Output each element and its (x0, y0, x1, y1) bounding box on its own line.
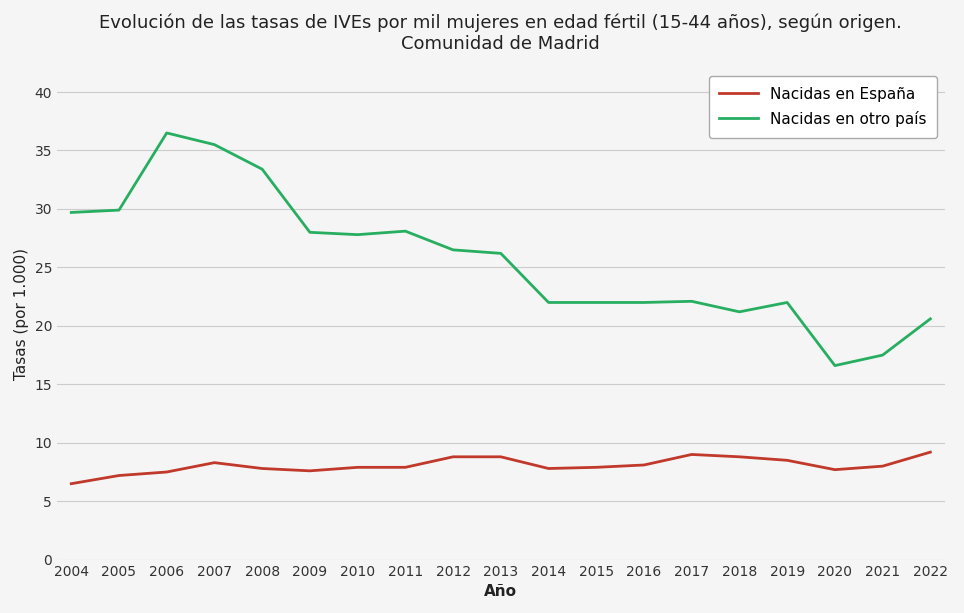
Nacidas en España (66, 480, 77, 487)
Nacidas en otro país (256, 166, 268, 173)
Nacidas en otro país (924, 315, 936, 322)
Nacidas en otro país (591, 299, 602, 306)
Nacidas en otro país (543, 299, 554, 306)
Line: Nacidas en otro país: Nacidas en otro país (71, 133, 930, 365)
Nacidas en España (734, 453, 745, 460)
Line: Nacidas en España: Nacidas en España (71, 452, 930, 484)
Nacidas en otro país (829, 362, 841, 369)
Nacidas en otro país (877, 351, 889, 359)
Nacidas en otro país (66, 209, 77, 216)
Nacidas en España (829, 466, 841, 473)
Nacidas en España (924, 449, 936, 456)
Title: Evolución de las tasas de IVEs por mil mujeres en edad fértil (15-44 años), segú: Evolución de las tasas de IVEs por mil m… (99, 14, 902, 53)
Nacidas en otro país (686, 298, 698, 305)
Nacidas en España (495, 453, 506, 460)
Nacidas en España (304, 467, 315, 474)
Nacidas en España (208, 459, 220, 466)
X-axis label: Año: Año (484, 584, 518, 599)
Nacidas en España (877, 462, 889, 470)
Nacidas en otro país (304, 229, 315, 236)
Nacidas en España (447, 453, 459, 460)
Nacidas en otro país (447, 246, 459, 254)
Nacidas en otro país (734, 308, 745, 316)
Nacidas en España (591, 463, 602, 471)
Nacidas en España (399, 463, 411, 471)
Nacidas en otro país (161, 129, 173, 137)
Nacidas en España (686, 451, 698, 458)
Nacidas en España (638, 462, 650, 469)
Nacidas en España (113, 472, 124, 479)
Nacidas en otro país (399, 227, 411, 235)
Legend: Nacidas en España, Nacidas en otro país: Nacidas en España, Nacidas en otro país (709, 76, 937, 138)
Nacidas en otro país (113, 207, 124, 214)
Nacidas en otro país (638, 299, 650, 306)
Nacidas en otro país (495, 249, 506, 257)
Nacidas en otro país (782, 299, 793, 306)
Nacidas en España (161, 468, 173, 476)
Nacidas en España (256, 465, 268, 472)
Nacidas en otro país (352, 231, 363, 238)
Nacidas en otro país (208, 141, 220, 148)
Nacidas en España (543, 465, 554, 472)
Nacidas en España (782, 457, 793, 464)
Y-axis label: Tasas (por 1.000): Tasas (por 1.000) (13, 248, 29, 380)
Nacidas en España (352, 463, 363, 471)
